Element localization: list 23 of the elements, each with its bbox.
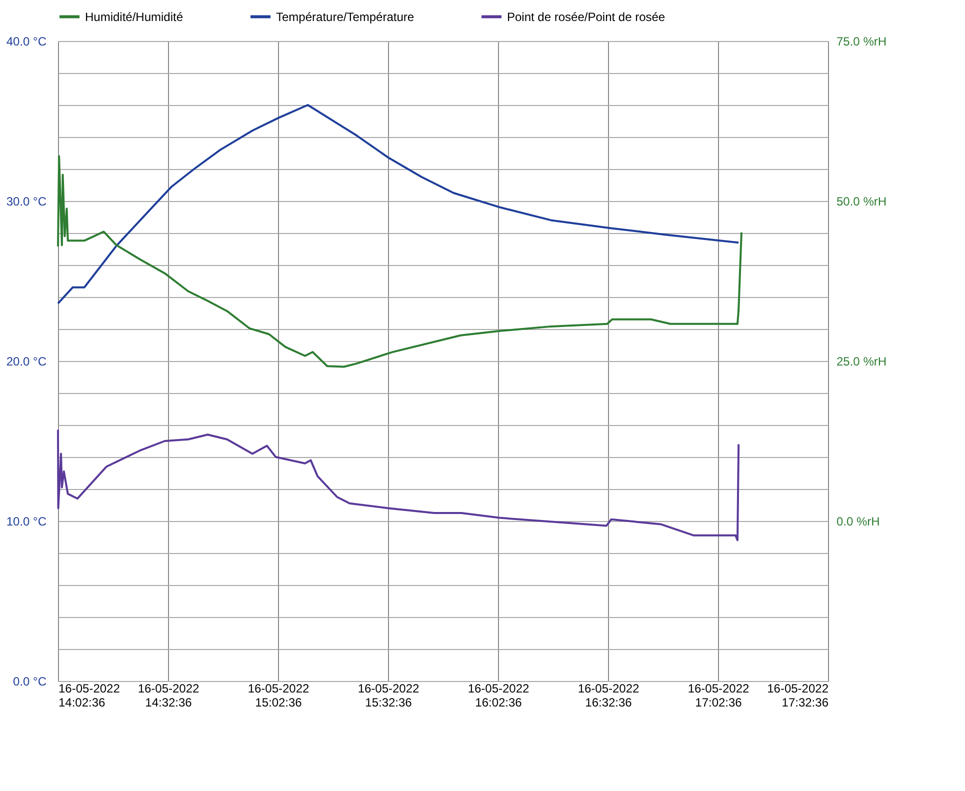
legend-label: Température/Température: [276, 10, 414, 24]
x-tick-label: 16-05-2022 16:02:36: [468, 682, 530, 710]
line-series: [57, 428, 740, 542]
x-tick-label: 16-05-2022 15:02:36: [248, 682, 310, 710]
x-tick-label: 16-05-2022 16:32:36: [578, 682, 640, 710]
x-tick-label: 16-05-2022 17:32:36: [767, 682, 829, 710]
y2-tick-label: 75.0 %rH: [836, 34, 887, 48]
line-series: [57, 104, 740, 304]
x-tick-label: 16-05-2022 14:02:36: [58, 682, 120, 710]
y2-tick-label: 50.0 %rH: [836, 194, 887, 208]
legend-label: Humidité/Humidité: [85, 10, 184, 24]
y-tick-label: 10.0 °C: [6, 514, 47, 528]
y-tick-label: 30.0 °C: [6, 194, 47, 208]
y-tick-label: 40.0 °C: [6, 34, 47, 48]
y2-tick-label: 0.0 %rH: [836, 514, 880, 528]
x-tick-label: 16-05-2022 17:02:36: [688, 682, 750, 710]
line-series: [57, 155, 742, 368]
x-tick-label: 16-05-2022 14:32:36: [138, 682, 200, 710]
y2-tick-label: 25.0 %rH: [836, 354, 887, 368]
y-tick-label: 20.0 °C: [6, 354, 47, 368]
y-tick-label: 0.0 °C: [13, 674, 47, 688]
legend-label: Point de rosée/Point de rosée: [507, 10, 666, 24]
x-tick-label: 16-05-2022 15:32:36: [358, 682, 420, 710]
